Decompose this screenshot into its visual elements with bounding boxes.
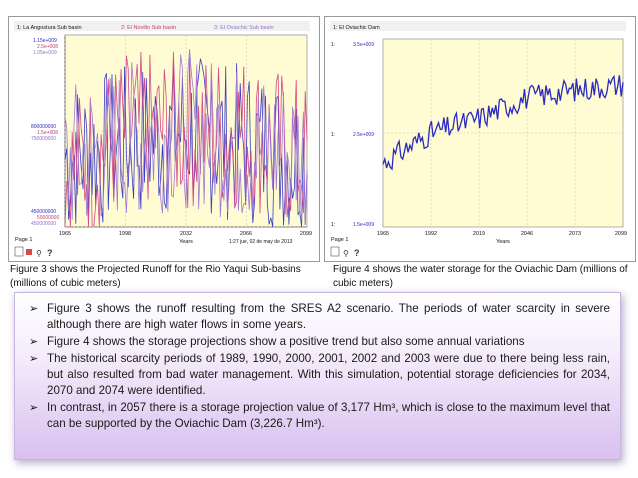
arrow-bullet-icon: ➢: [29, 303, 39, 315]
figure-3-svg: 1: La Angostura Sub basin 2: El Novillo …: [9, 17, 319, 261]
pin-icon[interactable]: ⚲: [343, 249, 349, 258]
help-icon[interactable]: ?: [354, 248, 360, 258]
bullet-item: ➢ Figure 3 shows the runoff resulting fro…: [27, 301, 610, 333]
figure-3-series: [64, 49, 308, 228]
arrow-bullet-icon: ➢: [29, 353, 39, 365]
legend-2: 2: El Novillo Sub basin: [121, 25, 176, 31]
explanation-textbox: ➢ Figure 3 shows the runoff resulting fro…: [14, 292, 621, 460]
figure-3-page-label: Page 1: [15, 237, 32, 243]
figure-4-series: [382, 74, 624, 171]
x-tick-2066: 2066: [240, 231, 252, 237]
x-tick-1998: 1998: [119, 231, 131, 237]
figure-4-y-prefix-1: 1:: [331, 42, 335, 48]
bullet-text: Figure 3 shows the runoff resulting from…: [47, 302, 610, 331]
y-label-mid-3: 750000000: [31, 136, 56, 142]
f4-x-tick-2046: 2046: [521, 231, 533, 237]
figure-4-toolbar: ⚲ ?: [330, 246, 360, 258]
y-label-top-3: 1.05e+009: [33, 50, 57, 56]
arrow-bullet-icon: ➢: [29, 336, 39, 348]
figure-4-svg: 1: El Oviachic Dam 1: 1: 1: 3.5e+009 2.5…: [325, 17, 635, 261]
figure-3-x-axis-title: Years: [179, 239, 193, 245]
f4-x-tick-1965: 1965: [377, 231, 389, 237]
y-label-mid-2: 1.5e+008: [37, 130, 58, 136]
figure-3-legend-bar: [14, 21, 310, 31]
y-label-top-2: 2.5e+008: [37, 44, 58, 50]
figure-4-caption: Figure 4 shows the water storage for the…: [333, 264, 628, 289]
figure-4-y-label-bot: 1.5e+009: [353, 222, 374, 228]
figure-4-y-label-top: 3.5e+009: [353, 42, 374, 48]
x-tick-2032: 2032: [180, 231, 192, 237]
series-line-oviachic: [382, 74, 624, 171]
f4-x-tick-2099: 2099: [615, 231, 627, 237]
pin-icon[interactable]: ⚲: [36, 249, 42, 258]
series-line-3: [64, 49, 308, 224]
f4-x-tick-1992: 1992: [425, 231, 437, 237]
figure-4-x-axis-title: Years: [496, 239, 510, 245]
bullet-item: ➢ Figure 4 shows the storage projections …: [27, 334, 610, 350]
bullet-text: Figure 4 shows the storage projections s…: [47, 335, 525, 348]
figure-4-page-label: Page 1: [331, 237, 348, 243]
bullet-text: The historical scarcity periods of 1989,…: [47, 352, 610, 397]
figure-4-y-label-mid: 2.5e+009: [353, 132, 374, 138]
y-label-bot-1: 450000000: [31, 209, 56, 215]
y-label-bot-2: 50000000: [37, 215, 59, 221]
series-line-1: [64, 58, 308, 228]
page-icon[interactable]: [330, 246, 340, 257]
lock-icon[interactable]: [26, 249, 32, 255]
x-tick-2099: 2099: [300, 231, 312, 237]
figure-3-timestamp: 1:27 jue, 02 de may de 2013: [229, 239, 293, 245]
figure-4-y-prefix-3: 1:: [331, 222, 335, 228]
figure-3-toolbar: ⚲ ?: [14, 246, 53, 258]
y-label-top-1: 1.15e+009: [33, 38, 57, 44]
bullet-item: ➢ In contrast, in 2057 there is a storage…: [27, 400, 610, 432]
figure-4-chart: 1: El Oviachic Dam 1: 1: 1: 3.5e+009 2.5…: [324, 16, 636, 262]
x-tick-1965: 1965: [59, 231, 71, 237]
legend-1: 1: La Angostura Sub basin: [17, 25, 82, 31]
figure-4-legend-1: 1: El Oviachic Dam: [333, 25, 380, 31]
f4-x-tick-2073: 2073: [569, 231, 581, 237]
figure-3-caption: Figure 3 shows the Projected Runoff for …: [10, 264, 301, 289]
figure-4-legend-bar: [330, 21, 626, 31]
legend-3: 3: El Oviachic Sub basin: [214, 25, 274, 31]
help-icon[interactable]: ?: [47, 248, 53, 258]
page-icon[interactable]: [14, 246, 24, 257]
f4-x-tick-2019: 2019: [473, 231, 485, 237]
figure-4-gridlines: [382, 38, 624, 228]
bullet-list: ➢ Figure 3 shows the runoff resulting fro…: [27, 301, 610, 432]
figure-3-chart: 1: La Angostura Sub basin 2: El Novillo …: [8, 16, 320, 262]
bullet-text: In contrast, in 2057 there is a storage …: [47, 401, 610, 430]
y-label-mid-1: 800000000: [31, 124, 56, 130]
bullet-item: ➢ The historical scarcity periods of 1989…: [27, 351, 610, 399]
figure-4-y-prefix-2: 1:: [331, 132, 335, 138]
arrow-bullet-icon: ➢: [29, 402, 39, 414]
y-label-bot-3: 450000000: [31, 221, 56, 227]
